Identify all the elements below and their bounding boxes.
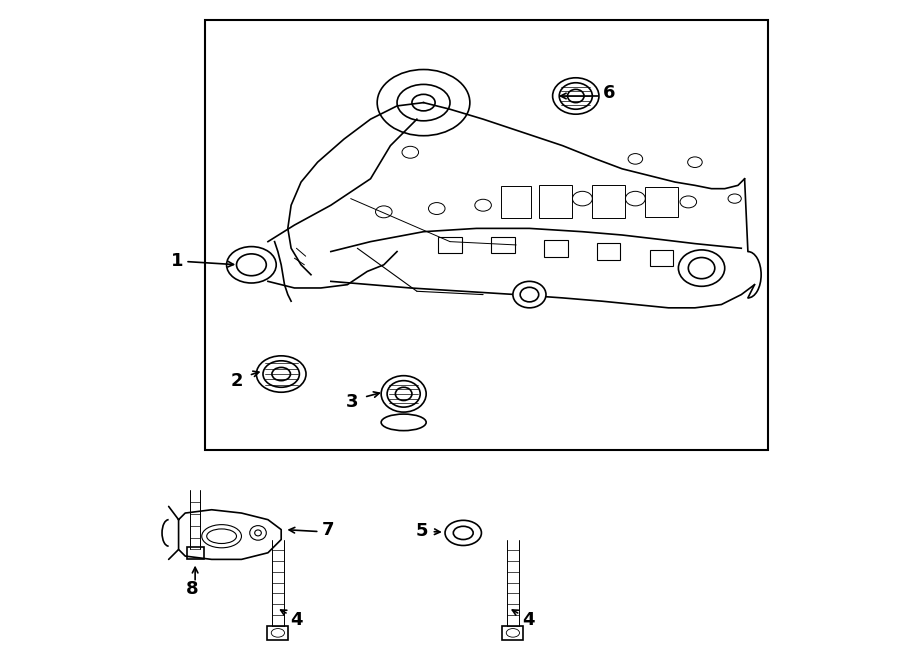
Text: 4: 4 [290,611,302,630]
Text: 4: 4 [522,611,535,630]
Ellipse shape [445,520,482,545]
Bar [502,626,524,640]
Ellipse shape [553,78,599,115]
Bar [205,20,768,450]
Bar [651,250,673,267]
Bar [539,185,572,218]
Text: 2: 2 [230,371,243,390]
Ellipse shape [382,376,427,412]
Bar [501,186,531,218]
Bar [544,240,568,257]
Bar [491,237,515,254]
Text: 6: 6 [603,83,615,102]
Bar [438,237,462,254]
Text: 1: 1 [171,252,184,271]
Text: 5: 5 [416,522,428,540]
Ellipse shape [513,281,546,308]
Text: 8: 8 [185,580,198,598]
Text: 3: 3 [346,393,358,412]
Ellipse shape [382,414,427,431]
Ellipse shape [256,356,306,392]
Bar [186,547,203,559]
Ellipse shape [227,247,276,283]
Bar [645,187,679,217]
Ellipse shape [679,250,725,287]
Text: 7: 7 [321,520,334,539]
Bar [598,244,620,260]
Bar [267,626,289,640]
Bar [592,185,626,218]
Ellipse shape [377,70,470,136]
